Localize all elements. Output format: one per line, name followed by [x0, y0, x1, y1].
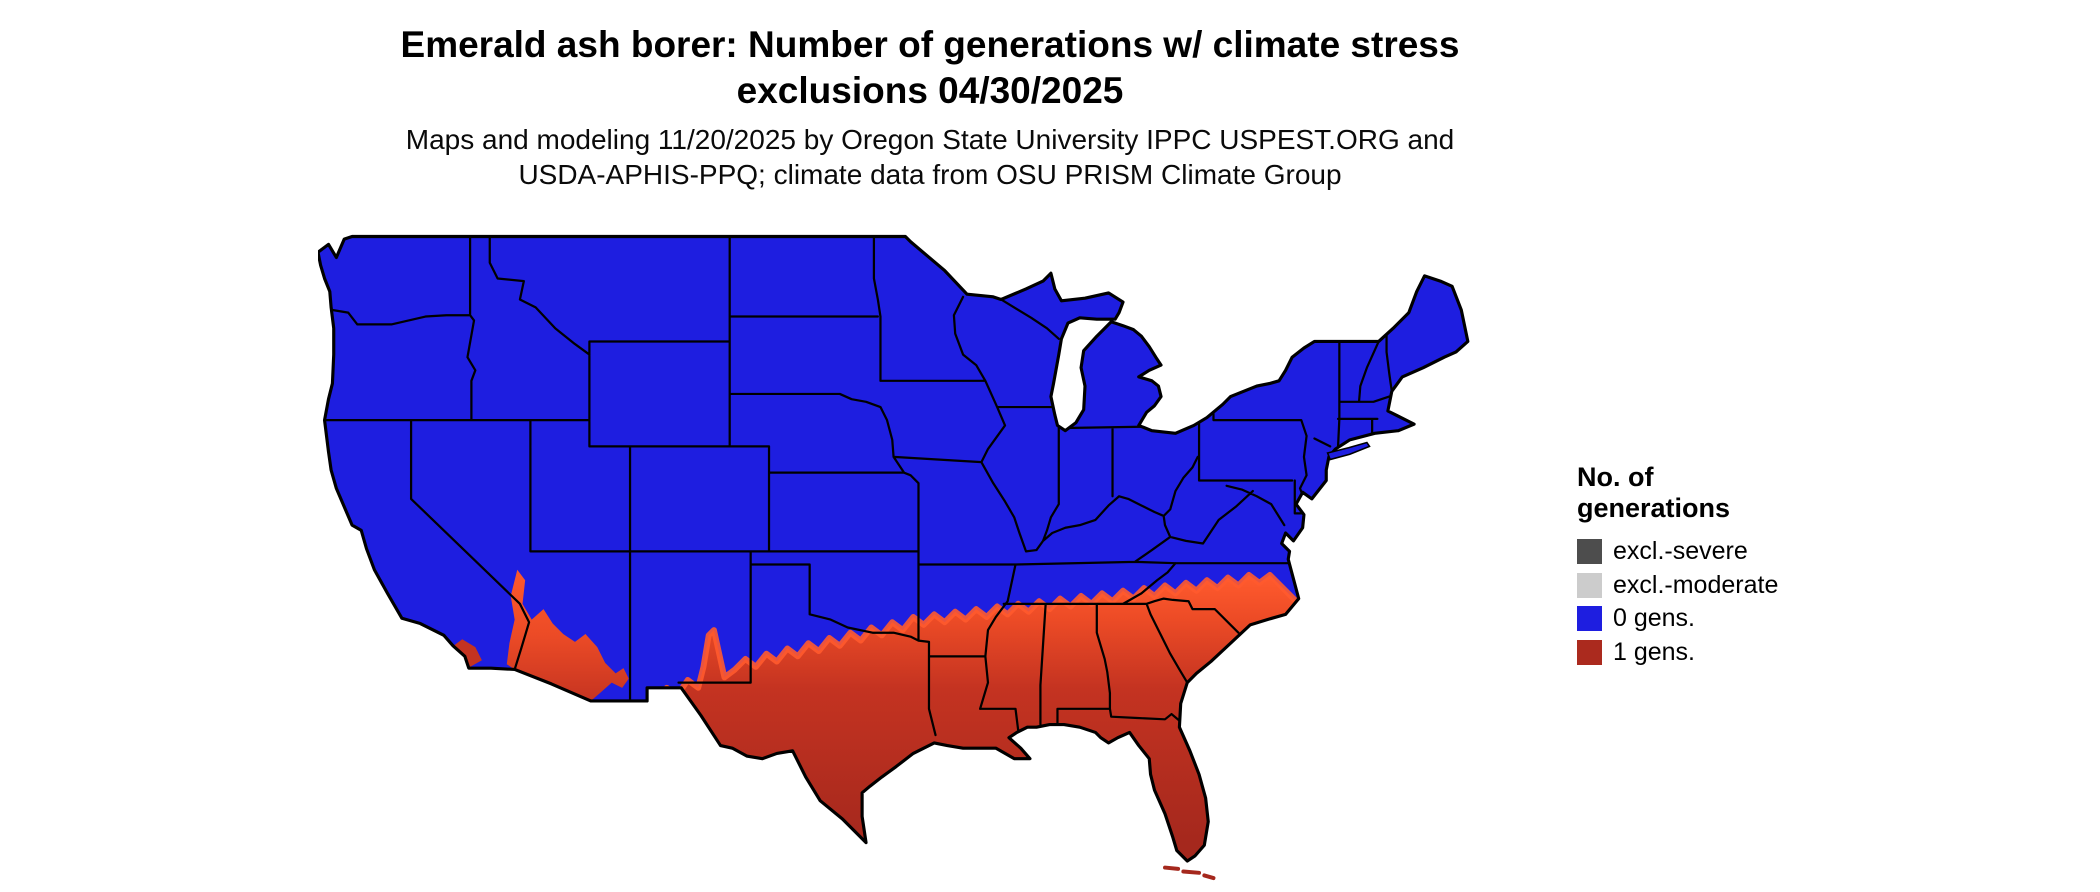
page-subtitle-line1: Maps and modeling 11/20/2025 by Oregon S… — [405, 124, 1455, 155]
long-island — [1326, 441, 1371, 461]
state-borders — [323, 236, 1393, 737]
legend-title-line2: generations — [1577, 493, 1731, 524]
page-title-line2: exclusions 04/30/2025 — [736, 70, 1124, 112]
us-generations-map — [318, 226, 1498, 882]
page-subtitle: Maps and modeling 11/20/2025 by Oregon S… — [280, 122, 1580, 192]
legend-title: No. of generations — [1577, 462, 1778, 524]
legend-swatch-0-gens — [1577, 606, 1602, 632]
legend-swatch-excl-moderate — [1577, 572, 1602, 598]
legend-item-excl-moderate: excl.-moderate — [1577, 570, 1779, 600]
map-legend: No. of generations excl.-severe excl.-mo… — [1577, 462, 1778, 672]
legend-label-excl-moderate: excl.-moderate — [1613, 570, 1779, 599]
legend-swatch-1-gens — [1577, 639, 1602, 665]
us-outline — [318, 234, 1470, 863]
florida-keys — [1163, 865, 1216, 881]
legend-label-1-gens: 1 gens. — [1613, 637, 1696, 666]
legend-swatch-excl-severe — [1577, 539, 1602, 565]
legend-item-excl-severe: excl.-severe — [1577, 538, 1778, 566]
page-title-line1: Emerald ash borer: Number of generations… — [400, 24, 1460, 65]
one-generation-edge-crest — [653, 572, 1331, 714]
legend-item-1-gens: 1 gens. — [1577, 637, 1778, 667]
page-subtitle-line2: USDA-APHIS-PPQ; climate data from OSU PR… — [518, 159, 1342, 190]
us-map-svg — [318, 234, 1470, 881]
legend-title-line1: No. of — [1577, 462, 1654, 492]
legend-item-0-gens: 0 gens. — [1577, 605, 1778, 633]
arizona-one-generation-region — [506, 569, 629, 701]
legend-label-0-gens: 0 gens. — [1613, 604, 1696, 633]
legend-label-excl-severe: excl.-severe — [1613, 537, 1748, 566]
page-title: Emerald ash borer: Number of generations… — [280, 22, 1580, 115]
